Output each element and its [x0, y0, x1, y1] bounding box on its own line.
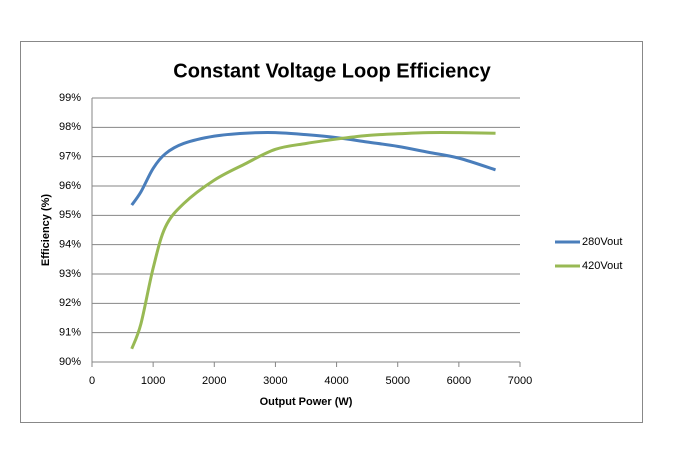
series-line [130, 131, 497, 206]
y-tick-label: 97% [59, 151, 81, 163]
x-tick-label: 0 [89, 375, 95, 387]
y-tick-label: 92% [59, 297, 81, 309]
x-tick-label: 2000 [202, 375, 226, 387]
x-tick-label: 3000 [263, 375, 287, 387]
y-tick-label: 94% [59, 239, 81, 251]
legend-label: 420Vout [582, 260, 622, 272]
legend-label: 280Vout [582, 236, 622, 248]
chart-border [20, 41, 643, 423]
y-tick-label: 95% [59, 209, 81, 221]
x-tick-label: 6000 [447, 375, 471, 387]
y-tick-label: 90% [59, 356, 81, 368]
y-axis-label: Efficiency (%) [40, 194, 52, 266]
chart-title: Constant Voltage Loop Efficiency [173, 60, 491, 82]
x-axis-label: Output Power (W) [260, 396, 353, 408]
x-tick-label: 1000 [141, 375, 165, 387]
x-tick-label: 4000 [324, 375, 348, 387]
y-tick-label: 96% [59, 180, 81, 192]
y-tick-label: 91% [59, 327, 81, 339]
y-tick-label: 99% [59, 92, 81, 104]
x-tick-label: 7000 [508, 375, 532, 387]
series-line [130, 131, 496, 350]
y-tick-label: 98% [59, 121, 81, 133]
y-tick-label: 93% [59, 268, 81, 280]
x-tick-label: 5000 [385, 375, 409, 387]
